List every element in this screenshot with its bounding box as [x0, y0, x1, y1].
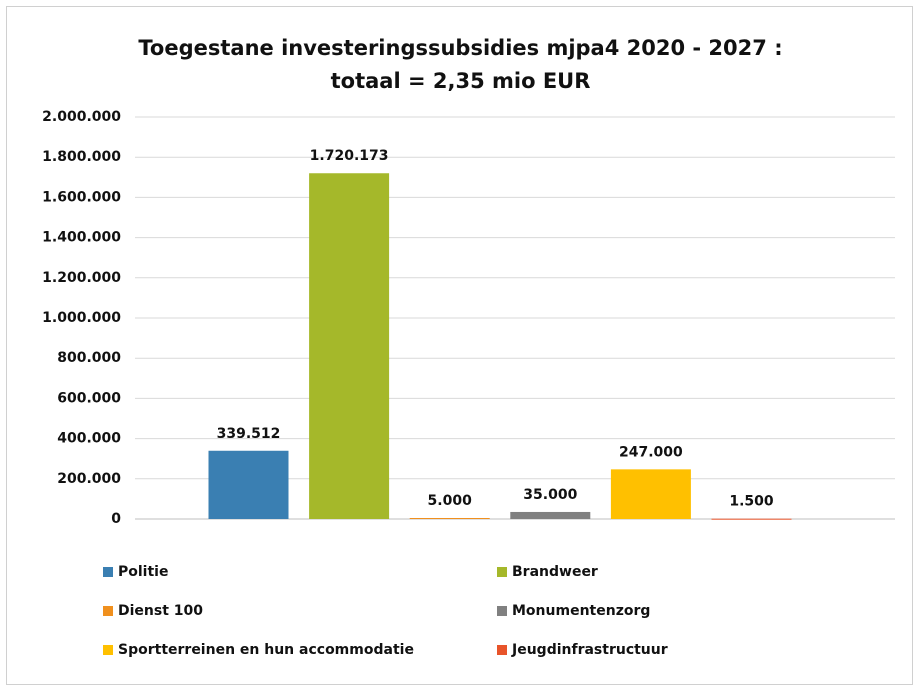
y-tick-label: 400.000 [57, 431, 121, 447]
data-label: 1.720.173 [310, 148, 389, 164]
y-tick-label: 1.400.000 [42, 230, 121, 246]
legend-swatch [103, 645, 113, 655]
y-tick-label: 200.000 [57, 471, 121, 487]
y-tick-label: 1.200.000 [42, 270, 121, 286]
legend-label: Brandweer [512, 564, 598, 580]
y-tick-label: 0 [111, 511, 121, 527]
legend-label: Sportterreinen en hun accommodatie [118, 642, 414, 658]
bar [610, 469, 691, 519]
y-tick-label: 1.800.000 [42, 149, 121, 165]
y-tick-label: 600.000 [57, 390, 121, 406]
legend-label: Monumentenzorg [512, 603, 650, 619]
data-label: 247.000 [619, 444, 683, 460]
legend-swatch [497, 645, 507, 655]
bar [409, 517, 490, 519]
legend-swatch [497, 567, 507, 577]
data-label: 1.500 [729, 494, 774, 510]
y-tick-label: 1.000.000 [42, 310, 121, 326]
y-tick-label: 1.600.000 [42, 189, 121, 205]
chart-title: Toegestane investeringssubsidies mjpa4 2… [138, 36, 783, 93]
bar [711, 518, 792, 520]
bar [510, 511, 591, 519]
legend-swatch [497, 606, 507, 616]
legend-swatch [103, 606, 113, 616]
data-label: 35.000 [523, 487, 577, 503]
data-label: 339.512 [217, 426, 281, 442]
y-tick-label: 800.000 [57, 350, 121, 366]
chart-frame [6, 6, 913, 685]
data-label: 5.000 [428, 493, 473, 509]
legend-swatch [103, 567, 113, 577]
legend-label: Politie [118, 564, 168, 580]
bar [208, 450, 289, 519]
y-tick-label: 2.000.000 [42, 109, 121, 125]
bar [309, 173, 390, 519]
legend-label: Dienst 100 [118, 603, 203, 619]
legend-label: Jeugdinfrastructuur [511, 642, 668, 658]
